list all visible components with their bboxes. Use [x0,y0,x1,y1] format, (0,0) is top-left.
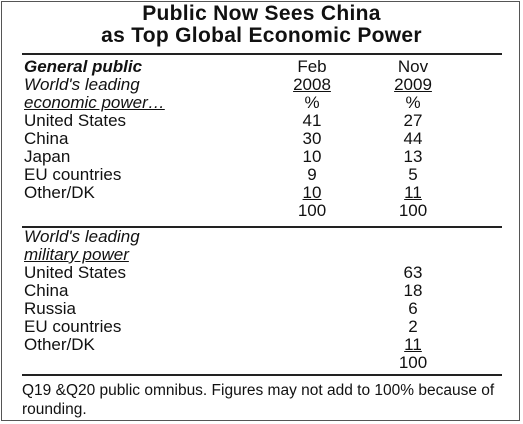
col2-year: 2009 [394,75,432,94]
col1-unit: % [304,93,320,112]
military-row-nov2009: 18 [403,281,423,300]
chart-title-line2: as Top Global Economic Power [101,24,422,47]
economic-row-name: EU countries [24,165,122,184]
economic-row-nov2009: 5 [408,165,418,184]
group-label: General public [24,57,143,76]
military-row-nov2009: 2 [408,317,418,336]
economic-total-nov2009: 100 [398,201,428,220]
col2-month: Nov [397,57,429,76]
military-row-name: United States [24,263,127,282]
military-row-name: Russia [24,299,76,318]
military-label-line2: military power [24,245,129,264]
footnote: Q19 &Q20 public omnibus. Figures may not… [22,382,495,418]
economic-row-feb2008: 30 [302,129,322,148]
military-row-name: China [24,281,69,300]
economic-label-line1: World's leading [24,75,140,94]
economic-row-name: United States [24,111,127,130]
rule-middle [22,226,502,228]
military-row-name: Other/DK [24,335,95,354]
economic-row-nov2009: 11 [404,183,422,202]
rule-bottom [22,374,502,376]
economic-row-nov2009: 13 [403,147,423,166]
economic-row-nov2009: 27 [403,111,423,130]
rule-top [22,53,502,55]
military-label-line1: World's leading [24,227,140,246]
military-row-nov2009: 11 [404,335,422,354]
chart-title-line1: Public Now Sees China [142,2,381,25]
economic-row-name: Japan [24,147,71,166]
economic-row-nov2009: 44 [403,129,423,148]
col1-year: 2008 [293,75,331,94]
economic-row-feb2008: 10 [302,147,322,166]
military-row-nov2009: 63 [403,263,423,282]
col1-month: Feb [297,57,327,76]
military-row-nov2009: 6 [408,299,418,318]
economic-row-feb2008: 10 [302,183,322,202]
economic-row-name: China [24,129,69,148]
economic-row-feb2008: 9 [307,165,317,184]
military-total-nov2009: 100 [398,353,428,372]
economic-label-line2: economic power… [24,93,165,112]
economic-row-name: Other/DK [24,183,95,202]
military-row-name: EU countries [24,317,122,336]
economic-total-feb2008: 100 [297,201,327,220]
economic-row-feb2008: 41 [302,111,322,130]
col2-unit: % [405,93,421,112]
